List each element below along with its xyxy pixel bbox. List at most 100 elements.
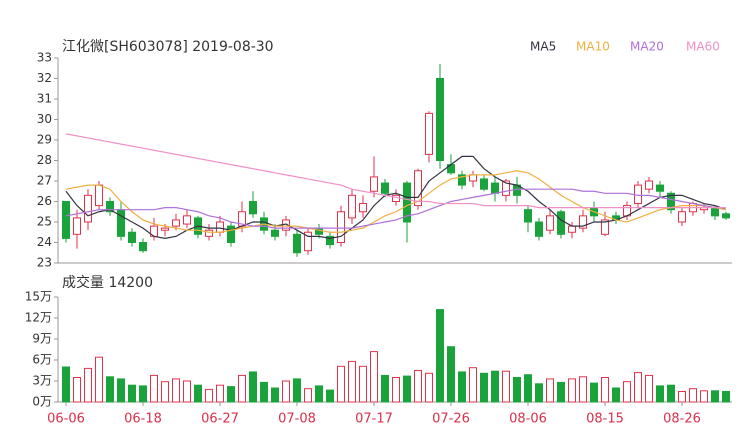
x-tick-label: 07-17: [355, 412, 393, 427]
candle-body: [161, 227, 169, 231]
legend-entry: MA10: [576, 40, 610, 54]
y-tick-label: 26: [37, 194, 52, 208]
volume-bar: [381, 374, 389, 403]
candle-body: [73, 217, 81, 235]
y-tick-label: 27: [37, 174, 52, 188]
x-tick-label: 06-18: [124, 412, 162, 427]
volume-bar: [139, 385, 147, 403]
candle-body: [458, 174, 466, 186]
x-tick-label: 08-06: [509, 412, 547, 427]
x-tick-label: 08-15: [586, 412, 624, 427]
volume-bar: [161, 381, 169, 403]
volume-bar: [249, 371, 257, 403]
volume-bar: [293, 378, 301, 403]
candle-body: [205, 229, 213, 237]
volume-bar: [403, 375, 411, 403]
y-tick-label: 28: [37, 153, 52, 167]
candle-body: [172, 219, 180, 227]
y-tick-label: 25: [37, 215, 52, 229]
volume-title: 成交量 14200: [62, 274, 153, 291]
candle-body: [359, 203, 367, 213]
candle-body: [326, 235, 334, 246]
candle-body: [678, 211, 686, 223]
ma-line: [65, 170, 727, 233]
volume-bar: [568, 378, 576, 403]
candle-body: [491, 182, 499, 194]
volume-bar: [260, 381, 268, 403]
candle-body: [645, 180, 653, 190]
y-tick-label: 6万: [32, 353, 52, 367]
candle-body: [546, 215, 554, 231]
candle-body: [557, 211, 565, 235]
volume-bar: [700, 390, 708, 403]
candle-body: [656, 184, 664, 192]
volume-bar: [216, 384, 224, 403]
volume-bar: [73, 377, 81, 403]
volume-bar: [106, 376, 114, 403]
volume-bar: [590, 382, 598, 403]
volume-bar: [623, 381, 631, 403]
candle-body: [227, 225, 235, 244]
candle-body: [95, 184, 103, 207]
volume-bar: [414, 370, 422, 403]
volume-bar: [128, 384, 136, 403]
volume-bar: [150, 374, 158, 403]
candle-body: [667, 192, 675, 211]
legend-entry: MA5: [530, 40, 556, 54]
y-tick-label: 30: [37, 112, 52, 126]
candle-body: [249, 201, 257, 215]
volume-bar: [337, 365, 345, 403]
x-tick-label: 07-08: [278, 412, 316, 427]
candle-body: [524, 209, 532, 223]
volume-bar: [62, 366, 70, 403]
volume-bar: [645, 374, 653, 403]
candle-body: [722, 213, 730, 219]
volume-bar: [612, 387, 620, 403]
volume-bar: [282, 380, 290, 403]
volume-bar: [491, 370, 499, 403]
volume-bar: [326, 389, 334, 403]
x-tick-label: 06-27: [201, 412, 239, 427]
y-tick-label: 12万: [25, 311, 52, 325]
candle-body: [436, 78, 444, 161]
volume-bar: [95, 356, 103, 403]
candle-body: [117, 209, 125, 237]
volume-bar: [194, 384, 202, 403]
candle-body: [601, 219, 609, 235]
volume-bar: [502, 370, 510, 403]
candle-body: [128, 231, 136, 243]
volume-bar: [436, 309, 444, 403]
volume-bar: [458, 371, 466, 403]
volume-bar: [557, 381, 565, 403]
y-tick-label: 23: [37, 256, 52, 270]
volume-bar: [117, 378, 125, 403]
y-tick-label: 32: [37, 71, 52, 85]
volume-bar: [238, 374, 246, 403]
volume-bar: [447, 346, 455, 403]
volume-bar: [370, 351, 378, 403]
candle-body: [381, 182, 389, 194]
volume-bar: [84, 367, 92, 403]
candle-body: [271, 229, 279, 237]
volume-bar: [315, 385, 323, 403]
volume-bar: [271, 387, 279, 403]
volume-bar: [205, 388, 213, 403]
volume-bar: [425, 372, 433, 403]
candle-body: [293, 233, 301, 254]
volume-bar: [656, 385, 664, 403]
candle-body: [502, 180, 510, 196]
y-tick-label: 31: [37, 92, 52, 106]
volume-bar: [546, 378, 554, 403]
y-tick-label: 24: [37, 235, 52, 249]
y-tick-label: 33: [37, 51, 52, 65]
volume-bar: [172, 378, 180, 403]
legend-entry: MA60: [686, 40, 720, 54]
x-tick-label: 08-26: [663, 412, 701, 427]
ma-line: [65, 188, 726, 229]
candle-body: [216, 221, 224, 233]
candle-body: [62, 201, 70, 239]
volume-bar: [183, 380, 191, 403]
candle-body: [403, 182, 411, 223]
candle-body: [711, 207, 719, 217]
candle-body: [139, 242, 147, 252]
